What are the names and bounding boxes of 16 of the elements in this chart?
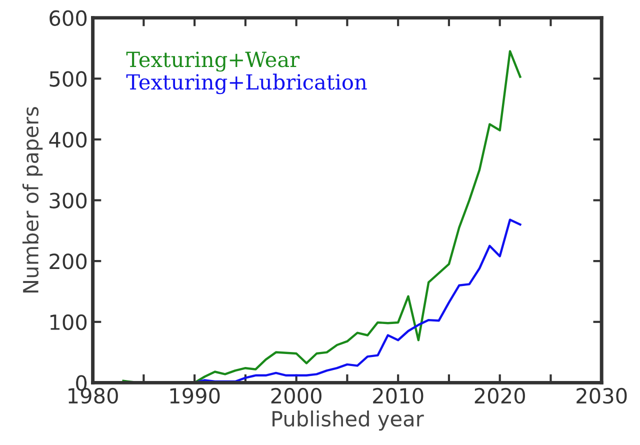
- x-tick-label: 2020: [474, 388, 525, 404]
- x-tick-label: 2010: [373, 388, 424, 404]
- y-tick-label: 100: [50, 314, 87, 330]
- y-tick-label: 200: [50, 254, 87, 270]
- y-tick-label: 500: [50, 71, 87, 87]
- y-tick-label: 300: [50, 192, 87, 208]
- text: Texturing+Lubrication: [126, 74, 367, 94]
- y-axis-title: Number of papers: [22, 107, 43, 292]
- x-tick-label: 2000: [271, 388, 322, 404]
- x-tick-label: 1990: [170, 388, 220, 404]
- y-tick-label: 400: [49, 132, 87, 148]
- line-series: [122, 50, 522, 383]
- x-axis-title: Published year: [272, 410, 424, 431]
- y-tick-label: 600: [50, 10, 87, 26]
- x-tick-label: 2030: [576, 388, 627, 404]
- text: Texturing+Wear: [126, 52, 300, 72]
